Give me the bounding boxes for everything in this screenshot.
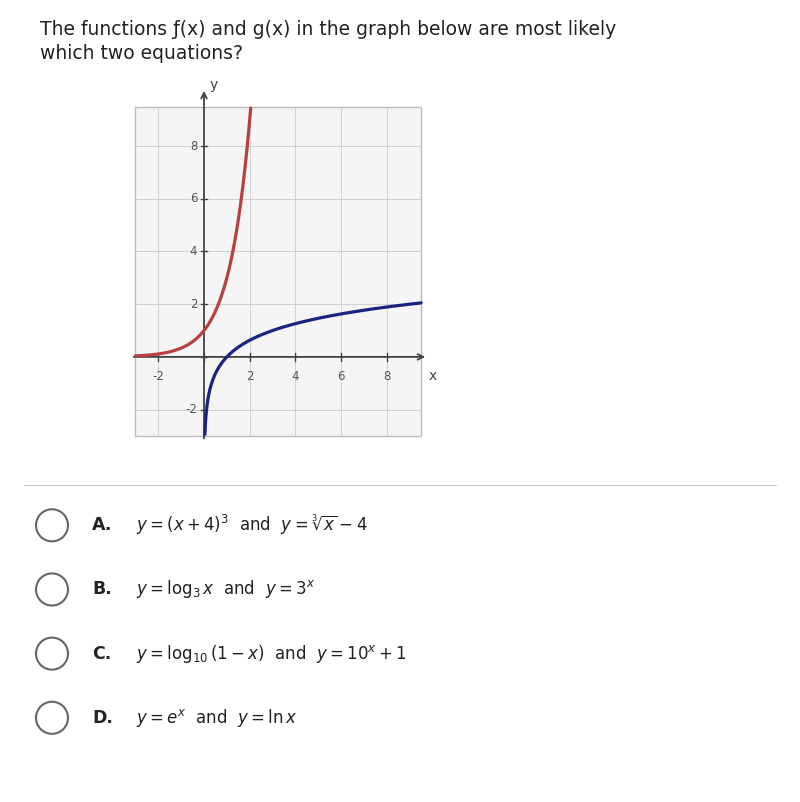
Text: $y = \log_{10}(1-x)$  and  $y = 10^{x}+1$: $y = \log_{10}(1-x)$ and $y = 10^{x}+1$ bbox=[136, 642, 407, 665]
Text: B.: B. bbox=[92, 581, 112, 598]
Text: 6: 6 bbox=[338, 370, 345, 383]
Text: 8: 8 bbox=[383, 370, 390, 383]
Text: D.: D. bbox=[92, 709, 113, 727]
Text: C.: C. bbox=[92, 645, 111, 662]
Bar bbox=[135, 107, 421, 436]
Text: A.: A. bbox=[92, 516, 112, 534]
Text: 2: 2 bbox=[190, 298, 197, 310]
Text: x: x bbox=[429, 369, 437, 383]
Text: 8: 8 bbox=[190, 140, 197, 152]
Text: The functions ƒ(x) and g(x) in the graph below are most likely: The functions ƒ(x) and g(x) in the graph… bbox=[40, 20, 616, 39]
Text: 4: 4 bbox=[292, 370, 299, 383]
Text: 2: 2 bbox=[246, 370, 254, 383]
Text: 4: 4 bbox=[190, 245, 197, 258]
Text: -2: -2 bbox=[152, 370, 164, 383]
Text: -2: -2 bbox=[186, 403, 197, 416]
Text: y: y bbox=[210, 79, 218, 92]
Text: $y = (x+4)^{3}$  and  $y = \sqrt[3]{x} - 4$: $y = (x+4)^{3}$ and $y = \sqrt[3]{x} - 4… bbox=[136, 513, 368, 537]
Text: 6: 6 bbox=[190, 192, 197, 205]
Text: which two equations?: which two equations? bbox=[40, 44, 243, 63]
Text: $y = e^{x}$  and  $y = \ln x$: $y = e^{x}$ and $y = \ln x$ bbox=[136, 707, 298, 729]
Text: $y = \log_{3} x$  and  $y = 3^{x}$: $y = \log_{3} x$ and $y = 3^{x}$ bbox=[136, 578, 315, 601]
